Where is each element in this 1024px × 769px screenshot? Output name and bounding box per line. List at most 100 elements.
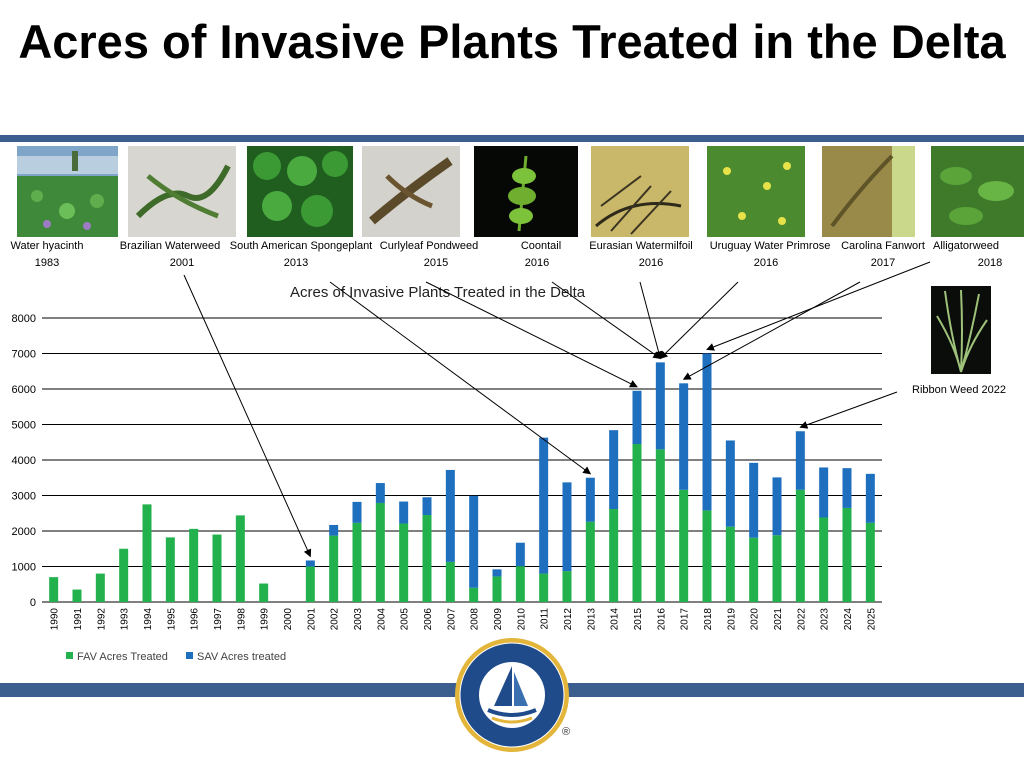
chart-title: Acres of Invasive Plants Treated in the … — [290, 284, 586, 301]
x-tick-label: 2013 — [586, 608, 597, 631]
plant-year-water-hyacinth: 1983 — [34, 257, 60, 269]
bar-sav — [305, 560, 315, 567]
bar-fav — [725, 526, 735, 602]
legend-swatch — [186, 652, 193, 659]
plant-name-watermilfoil: Eurasian Watermilfoil — [589, 240, 693, 252]
x-tick-label: 2015 — [633, 608, 644, 631]
bar-fav — [585, 521, 595, 602]
bar-sav — [842, 468, 852, 508]
y-tick-label: 4000 — [12, 455, 36, 467]
x-tick-label: 1993 — [120, 608, 131, 631]
bar-fav — [865, 522, 875, 602]
bar-fav — [189, 528, 199, 602]
bar-fav — [352, 522, 362, 602]
x-tick-label: 2020 — [750, 608, 761, 631]
bar-sav — [375, 483, 385, 503]
bar-fav — [259, 583, 269, 602]
bar-fav — [399, 523, 409, 602]
bar-fav — [165, 537, 175, 602]
plant-name-coontail: Coontail — [520, 240, 562, 252]
page-title: Acres of Invasive Plants Treated in the … — [18, 15, 1006, 68]
spongeplant-photo — [247, 146, 353, 237]
bar-sav — [492, 569, 502, 577]
plant-name-water-primrose: Uruguay Water Primrose — [709, 240, 831, 252]
bar-fav — [329, 535, 339, 602]
x-tick-label: 2025 — [866, 608, 877, 631]
plant-name-brazilian-waterweed: Brazilian Waterweed — [119, 240, 221, 252]
bar-fav — [609, 508, 619, 602]
plant-year-spongeplant: 2013 — [283, 257, 309, 269]
bar-fav — [469, 587, 479, 602]
x-tick-label: 2011 — [540, 608, 551, 630]
watermilfoil-photo — [591, 146, 689, 237]
bar-fav — [539, 573, 549, 602]
plant-year-water-primrose: 2016 — [753, 257, 779, 269]
bar-sav — [585, 477, 595, 522]
x-tick-label: 2019 — [726, 608, 737, 631]
water-hyacinth-photo — [17, 146, 118, 237]
x-tick-label: 2005 — [400, 608, 411, 631]
x-tick-label: 2022 — [796, 608, 807, 631]
registered-mark: ® — [562, 726, 571, 738]
bar-sav — [772, 477, 782, 536]
x-tick-label: 2021 — [773, 608, 784, 631]
annotation-arrow — [639, 281, 663, 360]
y-tick-label: 0 — [30, 597, 36, 609]
x-tick-label: 1995 — [166, 608, 177, 631]
stacked-bar-chart: 0 1000 2000 3000 4000 5000 6000 7000 8000 1990 199… — [12, 261, 931, 663]
plant-year-fanwort: 2017 — [870, 257, 896, 269]
annotation-arrow — [682, 281, 861, 380]
bar-fav — [795, 489, 805, 602]
ribbon-weed-label: Ribbon Weed 2022 — [912, 384, 1006, 396]
bar-fav — [422, 515, 432, 602]
x-tick-label: 1998 — [236, 608, 247, 631]
bar-fav — [235, 515, 245, 602]
bar-sav — [795, 431, 805, 490]
y-tick-label: 5000 — [12, 420, 36, 432]
bar-fav — [702, 510, 712, 602]
bar-fav — [492, 576, 502, 602]
ribbon-weed-photo — [931, 286, 991, 374]
plant-year-alligatorweed: 2018 — [977, 257, 1003, 269]
x-tick-label: 2012 — [563, 608, 574, 631]
bar-fav — [819, 517, 829, 602]
x-tick-label: 2006 — [423, 608, 434, 631]
annotation-arrow — [425, 281, 638, 388]
bar-sav — [515, 542, 525, 567]
y-tick-label: 2000 — [12, 526, 36, 538]
bar-sav — [655, 362, 665, 450]
water-primrose-photo — [707, 146, 805, 237]
bar-sav — [399, 501, 409, 524]
bar-sav — [725, 440, 735, 527]
x-tick-label: 1990 — [50, 608, 61, 631]
x-tick-label: 1991 — [73, 608, 84, 631]
bar-fav — [562, 571, 572, 602]
bar-fav — [749, 537, 759, 602]
bar-sav — [562, 482, 572, 572]
plant-year-coontail: 2016 — [524, 257, 550, 269]
plant-name-fanwort: Carolina Fanwort — [841, 240, 925, 252]
x-tick-label: 1997 — [213, 608, 224, 631]
plant-year-curlyleaf-pondweed: 2015 — [423, 257, 449, 269]
x-tick-label: 2003 — [353, 608, 364, 631]
bar-sav — [865, 473, 875, 523]
bar-fav — [49, 577, 59, 602]
annotation-arrow — [706, 261, 931, 351]
y-tick-label: 7000 — [12, 349, 36, 361]
bar-fav — [515, 566, 525, 602]
x-tick-label: 2008 — [470, 608, 481, 631]
california-state-parks-logo — [452, 636, 572, 754]
bar-fav — [142, 504, 152, 602]
bar-fav — [679, 489, 689, 602]
alligatorweed-photo — [931, 146, 1024, 237]
x-tick-label: 2002 — [330, 608, 341, 631]
bar-fav — [772, 535, 782, 602]
curlyleaf-pondweed-photo — [362, 146, 460, 237]
bar-fav — [655, 449, 665, 602]
bar-sav — [329, 524, 339, 536]
bar-sav — [632, 390, 642, 445]
x-tick-label: 2014 — [610, 608, 621, 631]
bar-sav — [445, 469, 455, 562]
x-tick-label: 2001 — [306, 608, 317, 631]
plant-name-spongeplant: South American Spongeplant — [229, 240, 373, 252]
